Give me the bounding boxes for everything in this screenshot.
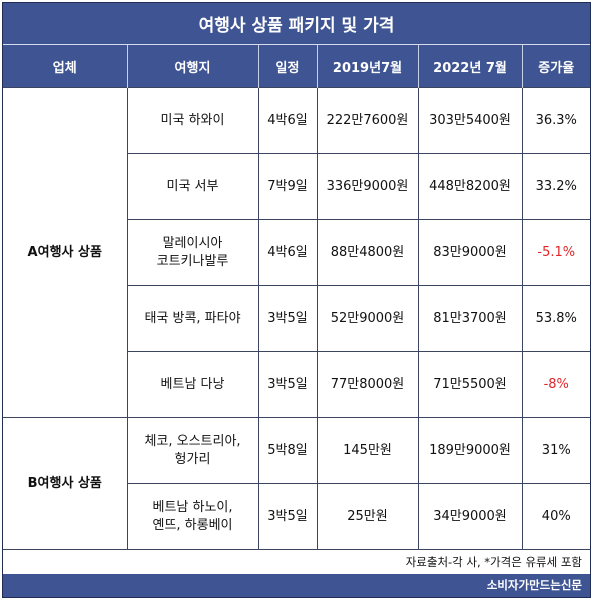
price-2022-cell: 448만8200원: [417, 153, 523, 220]
schedule-cell: 3박5일: [257, 285, 318, 352]
table-row: 베트남 하노이, 옌뜨, 하롱베이 3박5일 25만원 34만9000원 40%: [3, 483, 590, 550]
rate-cell: 33.2%: [521, 153, 590, 220]
price-2019-cell: 52만9000원: [316, 285, 419, 352]
price-2022-cell: 71만5500원: [417, 351, 523, 418]
company-cell: B여행사 상품: [3, 417, 128, 550]
rate-cell: 40%: [521, 483, 590, 550]
schedule-cell: 7박9일: [257, 153, 318, 220]
company-cell: A여행사 상품: [3, 87, 128, 418]
destination-cell: 체코, 오스트리아, 헝가리: [126, 417, 259, 484]
publisher-footer: 소비자가만드는신문: [3, 574, 590, 597]
header-schedule: 일정: [257, 45, 317, 88]
destination-cell: 말레이시아 코트키나발루: [126, 219, 259, 286]
destination-cell: 베트남 하노이, 옌뜨, 하롱베이: [126, 483, 259, 550]
table-row: A여행사 상품 미국 하와이 4박6일 222만7600원 303만5400원 …: [3, 87, 590, 418]
price-2022-cell: 81만3700원: [417, 285, 523, 352]
price-2022-cell: 303만5400원: [417, 87, 523, 154]
price-2022-cell: 83만9000원: [417, 219, 523, 286]
price-2019-cell: 222만7600원: [316, 87, 419, 154]
price-2019-cell: 88만4800원: [316, 219, 419, 286]
price-table: 업체 여행지 일정 2019년7월 2022년 7월 증가율 A여행사 상품 미…: [3, 45, 590, 550]
rate-cell: 31%: [521, 417, 590, 484]
header-price-2019: 2019년7월: [316, 45, 418, 88]
destination-cell: 미국 하와이: [126, 87, 259, 154]
rate-cell: -5.1%: [521, 219, 590, 286]
price-2019-cell: 77만8000원: [316, 351, 419, 418]
table-row: B여행사 상품 체코, 오스트리아, 헝가리 5박8일 145만원 189만900…: [3, 417, 590, 550]
price-2019-cell: 336만9000원: [316, 153, 419, 220]
rate-cell: -8%: [521, 351, 590, 418]
table-row: 미국 서부 7박9일 336만9000원 448만8200원 33.2%: [3, 153, 590, 220]
destination-cell: 미국 서부: [126, 153, 259, 220]
header-destination: 여행지: [126, 45, 258, 88]
table-title: 여행사 상품 패키지 및 가격: [3, 3, 590, 45]
rate-cell: 53.8%: [521, 285, 590, 352]
header-row: 업체 여행지 일정 2019년7월 2022년 7월 증가율: [3, 45, 590, 88]
header-price-2022: 2022년 7월: [417, 45, 522, 88]
price-2019-cell: 145만원: [316, 417, 419, 484]
rate-cell: 36.3%: [521, 87, 590, 154]
header-company: 업체: [3, 45, 127, 88]
source-note: 자료출처-각 사, *가격은 유류세 포함: [405, 555, 582, 569]
schedule-cell: 3박5일: [257, 483, 318, 550]
price-2022-cell: 189만9000원: [417, 417, 523, 484]
table-row: 태국 방콕, 파타야 3박5일 52만9000원 81만3700원 53.8%: [3, 285, 590, 352]
destination-cell: 태국 방콕, 파타야: [126, 285, 259, 352]
schedule-cell: 3박5일: [257, 351, 318, 418]
price-2022-cell: 34만9000원: [417, 483, 523, 550]
schedule-cell: 4박6일: [257, 219, 318, 286]
price-2019-cell: 25만원: [316, 483, 419, 550]
schedule-cell: 5박8일: [257, 417, 318, 484]
schedule-cell: 4박6일: [257, 87, 318, 154]
table-row: 베트남 다낭 3박5일 77만8000원 71만5500원 -8%: [3, 351, 590, 418]
destination-cell: 베트남 다낭: [126, 351, 259, 418]
table-row: 말레이시아 코트키나발루 4박6일 88만4800원 83만9000원 -5.1%: [3, 219, 590, 286]
header-increase-rate: 증가율: [521, 45, 590, 88]
